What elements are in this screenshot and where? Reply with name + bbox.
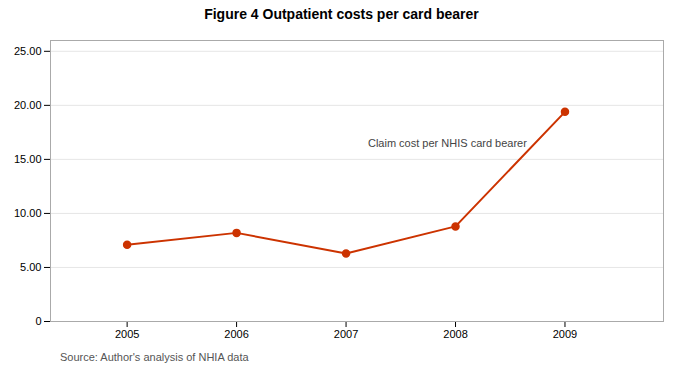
svg-text:2009: 2009 xyxy=(553,328,577,340)
svg-text:2005: 2005 xyxy=(115,328,139,340)
svg-text:25.00: 25.00 xyxy=(14,45,42,57)
svg-text:Claim cost per NHIS card beare: Claim cost per NHIS card bearer xyxy=(368,137,527,149)
html-text:Figure 4 Outpatient costs per: Figure 4 Outpatient costs per card beare… xyxy=(204,6,479,22)
svg-text:2008: 2008 xyxy=(443,328,467,340)
svg-text:2006: 2006 xyxy=(224,328,248,340)
svg-text:10.00: 10.00 xyxy=(14,207,42,219)
svg-text:20.00: 20.00 xyxy=(14,99,42,111)
svg-text:2007: 2007 xyxy=(334,328,358,340)
html-text:Source: Author's analysis of N: Source: Author's analysis of NHIA data xyxy=(60,351,249,363)
svg-text:0: 0 xyxy=(35,315,41,327)
svg-text:15.00: 15.00 xyxy=(14,153,42,165)
svg-text:5.00: 5.00 xyxy=(20,261,41,273)
